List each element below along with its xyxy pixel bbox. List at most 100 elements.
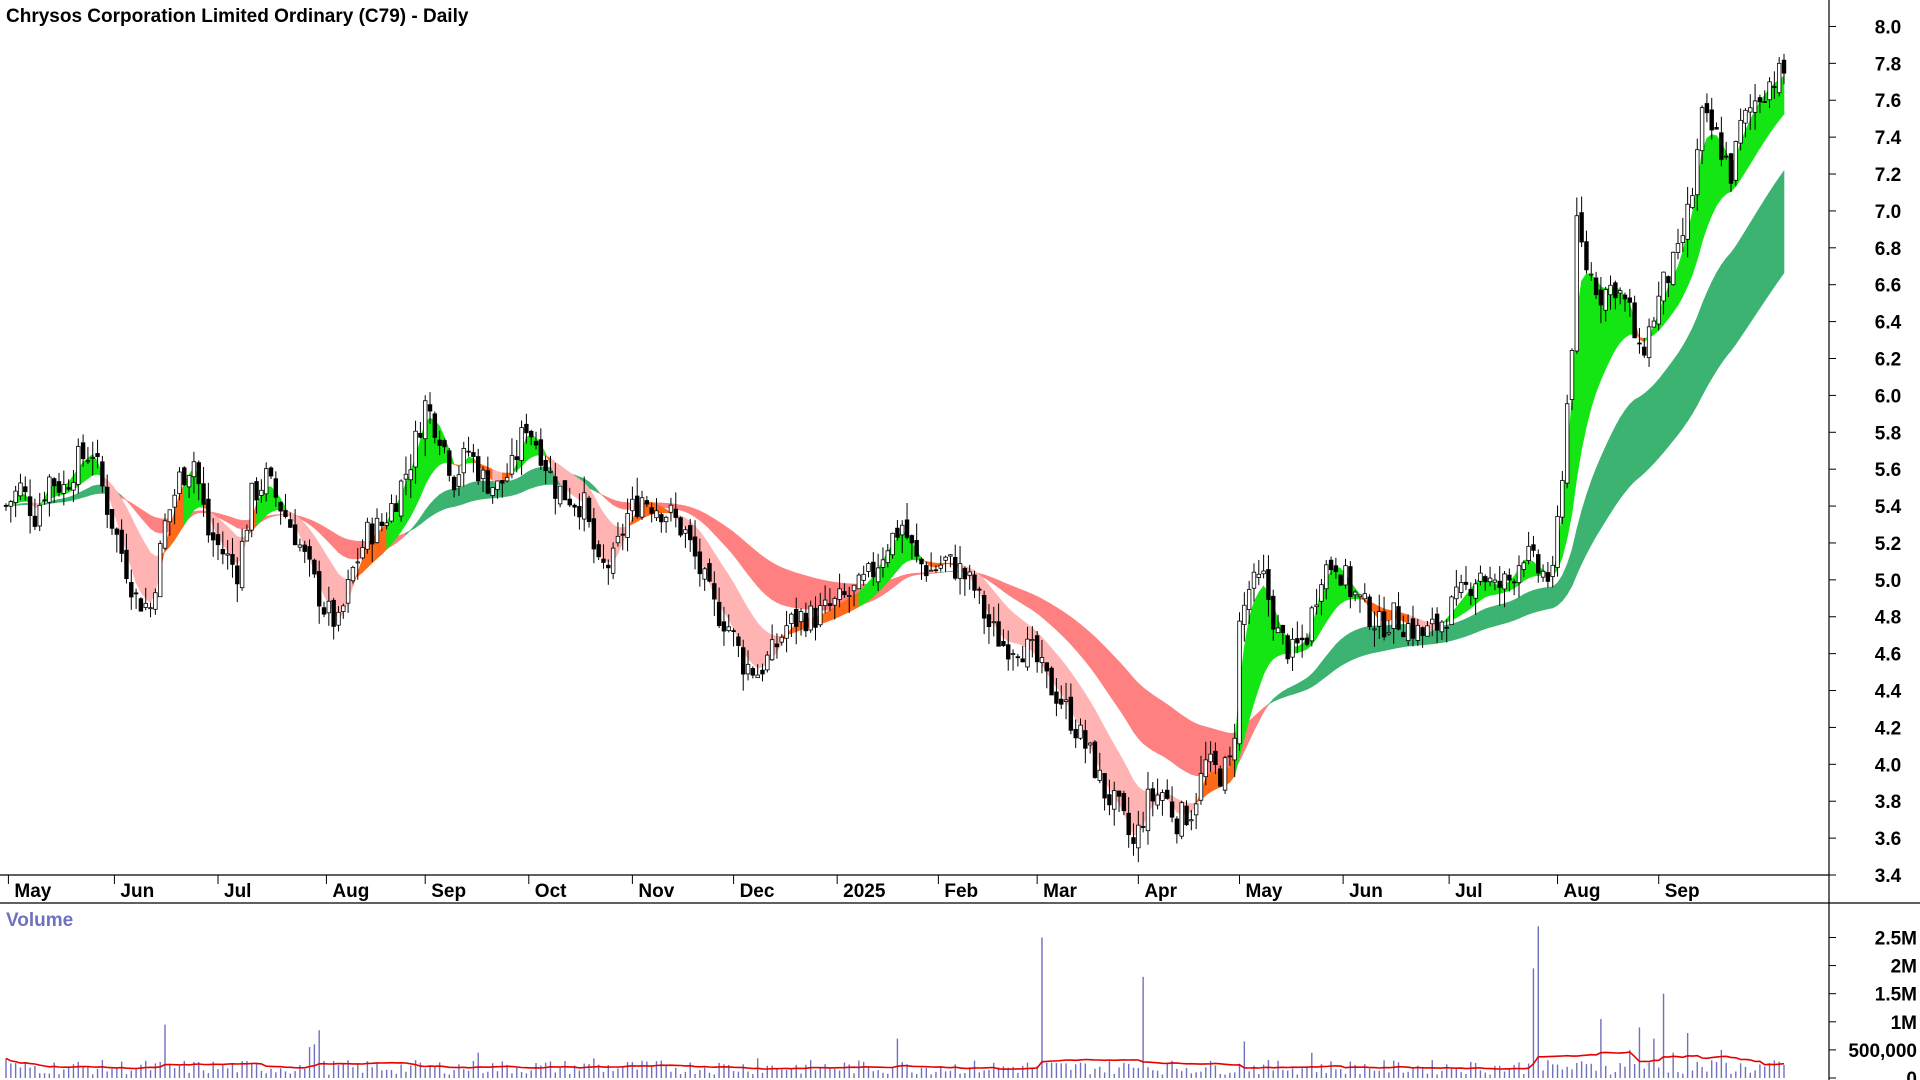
guppy-ma-bands [5,75,1785,837]
candle-body [230,554,235,565]
short-term-band-segment [1335,566,1342,609]
long-term-band-segment [1109,650,1115,703]
long-term-band-segment [1268,698,1274,706]
long-term-band-segment [420,509,426,525]
candle-body [567,498,572,506]
short-term-band-segment [1677,251,1684,307]
candle-body [1068,696,1074,731]
long-term-band-segment [1065,613,1072,646]
candle-body [900,524,905,536]
long-term-band-segment [73,492,79,501]
short-term-band-segment [1244,618,1250,739]
short-term-band-segment [848,594,855,613]
long-term-band-segment [911,572,917,577]
candle-body [1001,641,1006,647]
candle-body [577,506,582,518]
long-term-band-segment [1571,529,1578,587]
long-term-band-segment [1335,639,1342,670]
long-term-band-segment [270,514,277,518]
candle-body [355,561,360,564]
volume-panel: 0 500,000 1M 1.5M 2M 2.5M [5,926,1917,1080]
long-term-band-segment [352,540,359,560]
candle-body [1222,757,1228,791]
candle-body [427,404,433,412]
short-term-band-segment [1297,643,1303,653]
long-term-band-segment [53,499,60,504]
time-tick-label: Mar [1043,881,1077,902]
long-term-band-segment [155,517,161,534]
candle-body [1102,773,1107,799]
long-term-band-segment [1759,198,1766,309]
candle-body [1589,273,1594,276]
candle-body [977,588,982,591]
long-term-band-segment [135,505,142,519]
price-tick-label: 4.4 [1875,682,1902,703]
long-term-band-segment [1036,595,1043,618]
long-term-band-segment [1272,694,1279,702]
candle-body [639,497,645,518]
long-term-band-segment [694,508,701,521]
short-term-band-segment [1003,602,1009,642]
candle-body [1434,613,1440,631]
long-term-band-segment [198,510,204,513]
volume-tick-label: 2M [1891,957,1917,978]
long-term-band-segment [1663,366,1669,453]
candle-body [1598,289,1604,306]
candle-body [1497,580,1502,588]
candle-body [1198,773,1204,801]
candle-body [1675,243,1681,253]
long-term-band-segment [1619,409,1626,500]
long-term-band-segment [1118,660,1125,718]
long-term-band-segment [1769,183,1775,295]
candle-body [1425,625,1430,637]
candle-body [1483,576,1488,583]
long-term-band-segment [473,480,479,501]
candle-body [1449,596,1454,626]
candle-body [1584,241,1589,271]
candle-body [1627,297,1633,303]
long-term-band-segment [342,537,349,559]
long-term-band-segment [77,490,84,500]
candle-body [808,605,813,631]
long-term-band-segment [1562,564,1568,602]
candle-body [495,480,500,490]
candle-body [943,556,948,561]
candle-body [394,503,399,512]
candle-body [1213,750,1218,765]
candle-body [220,549,226,555]
long-term-band-segment [1740,229,1746,338]
price-tick-label: 4.0 [1875,755,1901,776]
long-term-band-segment [1533,588,1539,613]
candle-body [437,439,442,446]
long-term-band-segment [1191,720,1197,777]
candle-body [1521,562,1527,570]
candle-body [596,544,601,558]
long-term-band-segment [1480,608,1486,631]
long-term-band-segment [1253,711,1260,731]
candle-body [254,481,259,501]
candle-body [1666,276,1671,284]
candle-body [1381,611,1387,638]
candle-body [750,668,756,676]
candle-body [1189,819,1194,822]
candle-body [292,524,298,546]
candle-body [413,430,418,468]
short-term-band-segment [1711,134,1717,216]
candle-body [1169,801,1175,818]
candle-body [663,516,669,523]
candle-body [1569,350,1575,400]
long-term-band-segment [930,572,937,574]
short-term-band-segment [1012,612,1019,644]
candle-body [1579,212,1584,243]
candle-body [726,626,731,632]
candle-body [678,517,683,536]
long-term-band-segment [1518,593,1525,619]
candle-body [1193,803,1199,816]
long-term-band-segment [752,547,758,588]
long-term-band-segment [87,485,94,497]
candle-body [948,554,953,557]
candle-body [1285,635,1290,660]
candle-body [1781,59,1787,74]
candle-body [779,636,784,643]
long-term-band-segment [1157,697,1163,757]
